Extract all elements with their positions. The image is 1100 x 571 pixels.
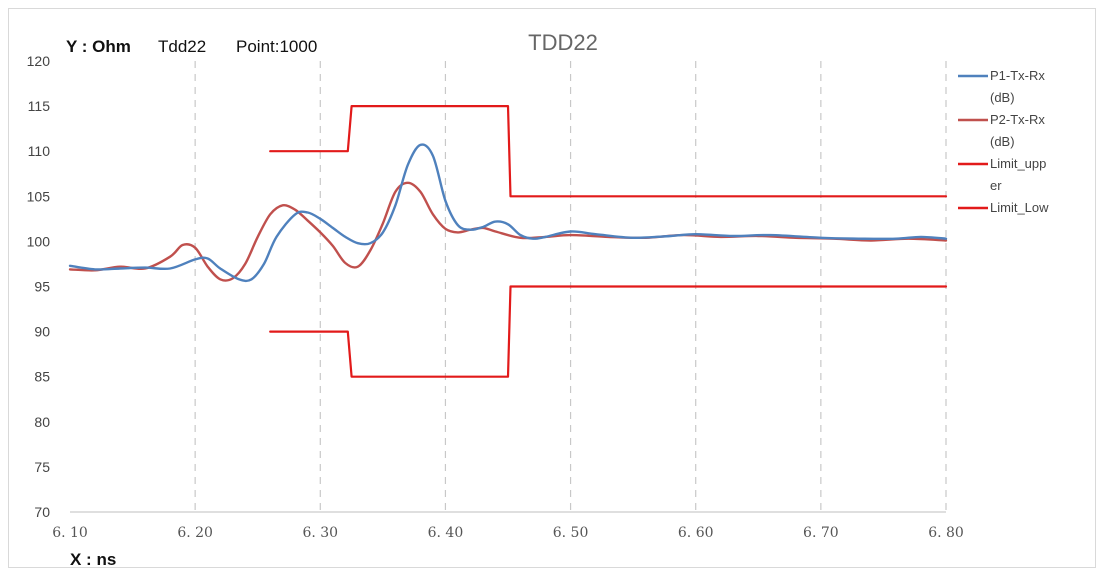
legend-label: Limit_upp [990, 156, 1046, 171]
x-tick-label: 6. 80 [928, 525, 964, 541]
series-line-limit-upper [269, 105, 948, 198]
x-tick-label: 6. 50 [553, 525, 589, 541]
y-tick-label: 105 [27, 188, 51, 204]
y-tick-labels: 120 115 110 105 100 95 90 85 80 75 70 [27, 53, 51, 520]
y-tick-label: 75 [34, 459, 50, 475]
x-tick-label: 6. 20 [177, 525, 213, 541]
x-tick-label: 6. 70 [803, 525, 839, 541]
x-tick-label: 6. 10 [52, 525, 88, 541]
y-tick-label: 115 [28, 98, 51, 114]
y-tick-label: 90 [34, 324, 50, 340]
x-tick-label: 6. 40 [428, 525, 464, 541]
legend-label: (dB) [990, 90, 1015, 105]
y-tick-label: 85 [34, 369, 50, 385]
series-line-limit-low [269, 285, 948, 378]
series-line-p1-tx-rx-db [68, 143, 948, 283]
legend-label: er [990, 178, 1002, 193]
x-axis-label: X : ns [70, 550, 116, 569]
y-axis-label: Y : Ohm [66, 37, 131, 56]
chart-name: Tdd22 [158, 37, 206, 56]
y-tick-label: 110 [28, 143, 51, 159]
y-tick-label: 95 [34, 279, 50, 295]
chart-frame [8, 8, 1096, 568]
y-tick-label: 100 [27, 233, 51, 249]
point-count: Point:1000 [236, 37, 317, 56]
x-tick-label: 6. 30 [302, 525, 338, 541]
y-tick-label: 120 [27, 53, 51, 69]
legend-label: (dB) [990, 134, 1015, 149]
legend-label: P2-Tx-Rx [990, 112, 1045, 127]
chart-title: TDD22 [528, 30, 598, 55]
legend-label: Limit_Low [990, 200, 1049, 215]
y-tick-label: 80 [34, 414, 50, 430]
x-tick-label: 6. 60 [678, 525, 714, 541]
series-line-p2-tx-rx-db [68, 181, 948, 282]
series-lines [68, 105, 948, 378]
legend-label: P1-Tx-Rx [990, 68, 1045, 83]
x-tick-labels: 6. 10 6. 20 6. 30 6. 40 6. 50 6. 60 6. 70 6. 80 [52, 525, 964, 541]
y-tick-label: 70 [34, 504, 50, 520]
